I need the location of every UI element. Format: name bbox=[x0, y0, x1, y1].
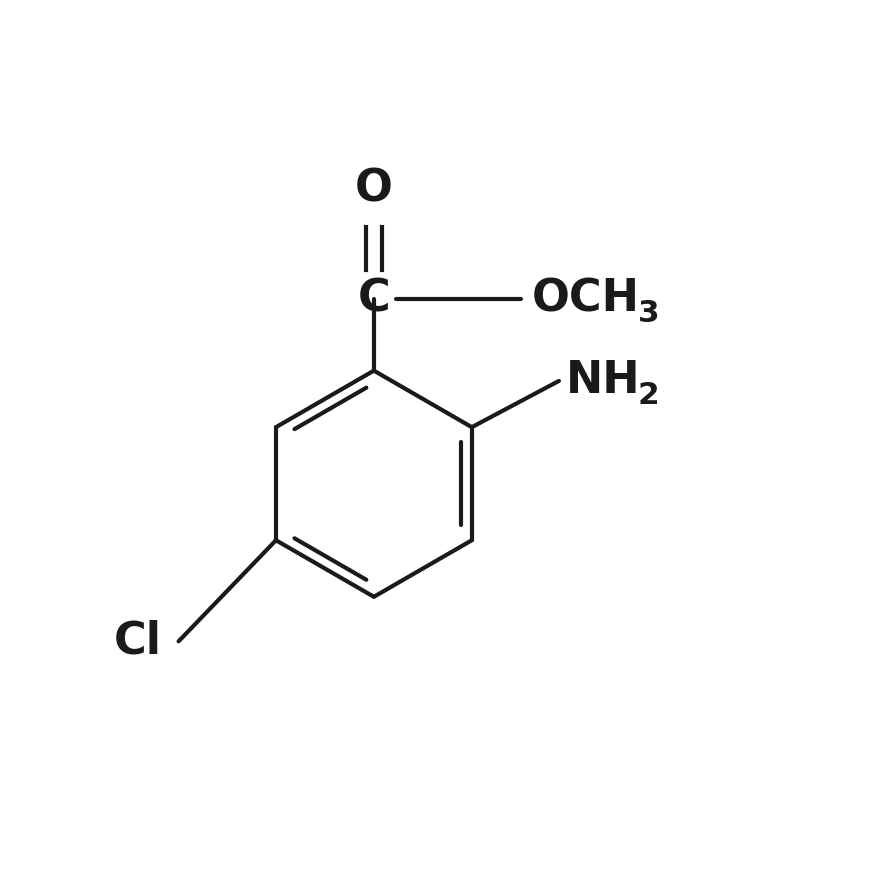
Text: Cl: Cl bbox=[113, 619, 161, 663]
Text: 2: 2 bbox=[638, 382, 659, 410]
Text: NH: NH bbox=[566, 360, 641, 402]
Text: OCH: OCH bbox=[531, 277, 640, 320]
Text: C: C bbox=[358, 277, 390, 320]
Text: O: O bbox=[355, 167, 392, 211]
Text: 3: 3 bbox=[638, 299, 659, 328]
